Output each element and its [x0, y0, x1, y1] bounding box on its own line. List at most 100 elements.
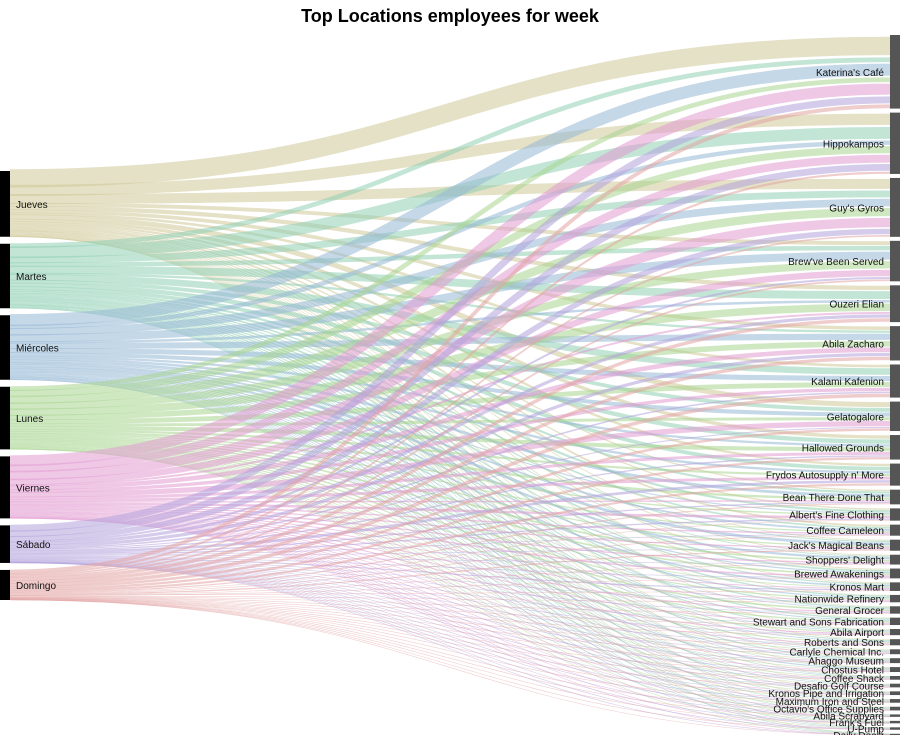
sankey-link [9, 207, 891, 405]
sankey-link [9, 480, 891, 554]
target-label: Hippokampos [823, 139, 884, 150]
target-node[interactable] [890, 706, 900, 711]
sankey-link [9, 277, 891, 543]
target-node[interactable] [890, 594, 900, 603]
target-node[interactable] [890, 35, 900, 109]
sankey-link [9, 456, 891, 591]
target-node[interactable] [890, 649, 900, 655]
source-label: Miércoles [16, 344, 59, 355]
sankey-link [9, 596, 891, 636]
source-node[interactable] [0, 243, 10, 309]
target-label: Stewart and Sons Fabrication [753, 617, 884, 628]
sankey-link [9, 595, 891, 603]
target-node[interactable] [890, 606, 900, 614]
target-label: Maximum Iron and Steel [776, 697, 884, 708]
target-node[interactable] [890, 539, 900, 551]
target-node[interactable] [890, 508, 900, 521]
sankey-link [9, 382, 891, 425]
target-node[interactable] [890, 676, 900, 680]
sankey-link [9, 369, 891, 587]
source-node[interactable] [0, 569, 10, 600]
target-node[interactable] [890, 617, 900, 626]
target-label: Guy's Gyros [829, 203, 884, 214]
sankey-link [9, 428, 891, 589]
sankey-link [9, 164, 891, 538]
source-node[interactable] [0, 171, 10, 237]
target-node[interactable] [890, 667, 900, 673]
target-node[interactable] [890, 582, 900, 591]
target-node[interactable] [890, 683, 900, 688]
target-node[interactable] [890, 326, 900, 361]
sankey-link [9, 452, 891, 500]
sankey-link [9, 356, 891, 584]
target-label: Abila Zacharo [822, 339, 884, 350]
sankey-link [9, 305, 891, 686]
target-node[interactable] [890, 691, 900, 696]
target-node[interactable] [890, 727, 900, 730]
source-node[interactable] [0, 315, 10, 380]
target-label: Shoppers' Delight [805, 556, 884, 567]
source-node[interactable] [0, 386, 10, 450]
target-label: Coffee Shack [824, 674, 885, 685]
sankey-link [9, 347, 891, 491]
target-label: General Grocer [815, 606, 885, 617]
target-label: Carlyle Chemical Inc. [790, 648, 884, 659]
target-label: Coffee Cameleon [806, 526, 884, 537]
target-node[interactable] [890, 364, 900, 398]
target-node[interactable] [890, 435, 900, 460]
target-node[interactable] [890, 285, 900, 323]
sankey-link [9, 597, 891, 646]
target-node[interactable] [890, 554, 900, 565]
target-node[interactable] [890, 524, 900, 536]
sankey-link [9, 190, 891, 264]
sankey-link [9, 417, 891, 427]
target-label: Nationwide Refinery [795, 595, 885, 606]
sankey-link [9, 599, 891, 718]
target-label: U-Pump [847, 725, 884, 735]
target-node[interactable] [890, 629, 900, 636]
source-label: Martes [16, 272, 47, 283]
target-node[interactable] [890, 720, 900, 724]
sankey-link [9, 534, 891, 556]
sankey-link [9, 558, 891, 614]
sankey-link [9, 261, 891, 410]
target-node[interactable] [890, 733, 900, 735]
chart-title: Top Locations employees for week [301, 6, 599, 26]
sankey-link [9, 520, 891, 594]
target-node[interactable] [890, 177, 900, 237]
sankey-link [9, 517, 891, 711]
target-node[interactable] [890, 489, 900, 505]
sankey-link [9, 599, 891, 724]
target-node[interactable] [890, 401, 900, 432]
target-node[interactable] [890, 112, 900, 174]
source-node[interactable] [0, 456, 10, 519]
sankey-link [9, 534, 891, 594]
sankey-link [9, 314, 891, 546]
sankey-link [9, 198, 891, 336]
target-node[interactable] [890, 240, 900, 282]
target-node[interactable] [890, 658, 900, 664]
sankey-link [9, 560, 891, 654]
sankey-link [9, 596, 891, 614]
sankey-link [9, 429, 891, 477]
sankey-link [9, 562, 891, 711]
nodes-group: Jueves Martes Miércoles Lunes Viernes Sábado D… [0, 35, 900, 735]
target-node[interactable] [890, 463, 900, 486]
sankey-link [9, 362, 891, 531]
sankey-link [9, 318, 891, 581]
sankey-link [9, 516, 891, 703]
sankey-link [9, 63, 891, 327]
sankey-link [9, 251, 891, 343]
target-label: Brew've Been Served [788, 257, 884, 268]
sankey-link [9, 300, 891, 344]
source-node[interactable] [0, 525, 10, 563]
sankey-link [9, 577, 891, 596]
target-node[interactable] [890, 639, 900, 646]
target-label: Kalami Kafenion [811, 377, 884, 388]
target-node[interactable] [890, 699, 900, 703]
target-label: Katerina's Café [816, 68, 884, 79]
target-node[interactable] [890, 714, 900, 717]
sankey-link [9, 556, 891, 578]
target-node[interactable] [890, 568, 900, 579]
